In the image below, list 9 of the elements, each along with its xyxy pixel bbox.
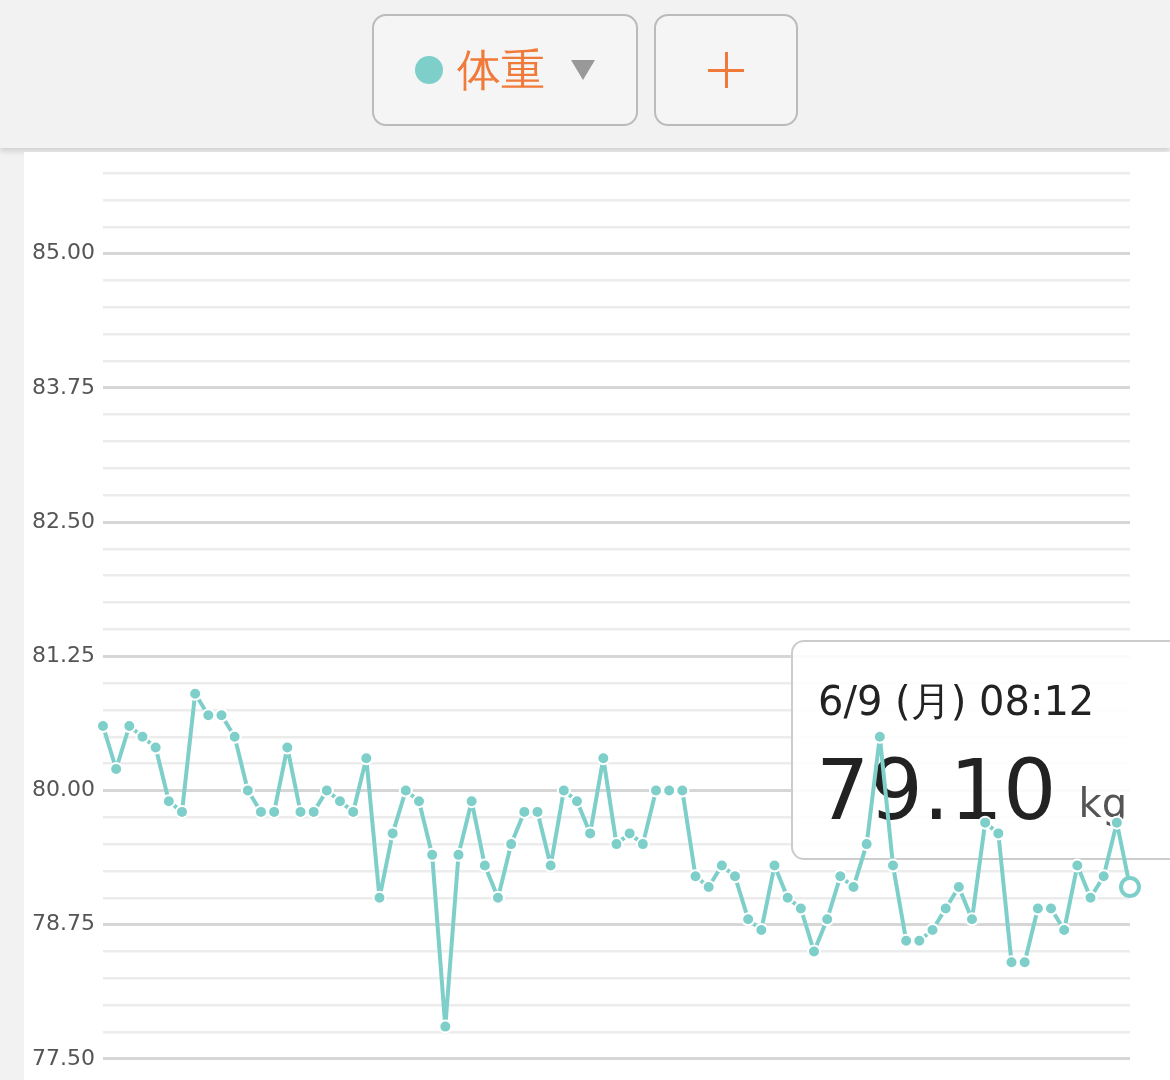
y-tick-label: 83.75 (32, 373, 95, 399)
y-tick-label: 82.50 (32, 507, 95, 533)
y-tick-label: 77.50 (32, 1044, 95, 1070)
y-tick-label: 85.00 (32, 239, 95, 265)
legend-label: 体重 (457, 42, 545, 97)
y-tick-label: 81.25 (32, 641, 95, 667)
y-tick-label: 78.75 (32, 910, 95, 936)
y-tick-label: 80.00 (32, 776, 95, 802)
annotation: 6/9 (月) 08:12 (818, 678, 1095, 724)
